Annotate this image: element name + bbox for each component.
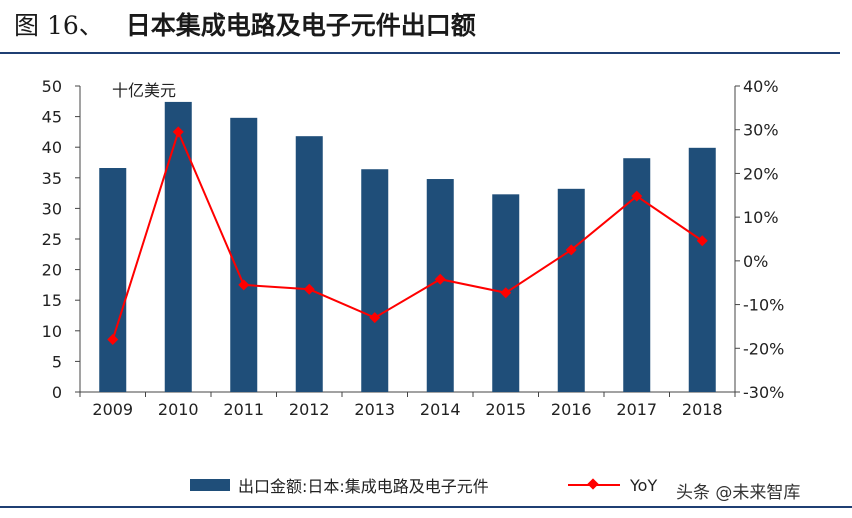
y-right-tick-label: 30% <box>743 121 779 140</box>
y-left-tick-label: 50 <box>42 77 62 96</box>
bar-export-2010 <box>164 101 192 393</box>
bar-export-2018 <box>688 147 716 392</box>
legend-label-export: 出口金额:日本:集成电路及电子元件 <box>238 477 489 496</box>
x-tick-label: 2015 <box>485 400 526 419</box>
y-left-tick-label: 40 <box>42 138 62 157</box>
y-left-tick-label: 20 <box>42 261 62 280</box>
figure-number: 图 16、 <box>14 11 104 40</box>
y-left-tick-label: 5 <box>52 352 62 371</box>
x-tick-label: 2014 <box>420 400 461 419</box>
x-tick-label: 2009 <box>92 400 133 419</box>
y-right-tick-label: -30% <box>743 383 784 402</box>
unit-label: 十亿美元 <box>112 81 176 100</box>
y-left-tick-label: 0 <box>52 383 62 402</box>
watermark: 头条 @未来智库 <box>676 483 801 503</box>
yoy-marker-2009 <box>107 334 119 346</box>
yoy-line <box>111 129 703 340</box>
y-left-tick-label: 35 <box>42 169 62 188</box>
yoy-marker-2013 <box>369 312 381 324</box>
chart-area: 0 5 10 15 20 25 30 35 40 45 50 -30% -20% -10% 0% 10% 20%… <box>42 77 785 419</box>
yoy-marker-2014 <box>434 273 446 285</box>
y-left-tick-label: 10 <box>42 322 62 341</box>
legend-item-export: 出口金额:日本:集成电路及电子元件 <box>190 472 489 498</box>
x-tick-label: 2013 <box>354 400 395 419</box>
bar-export-2009 <box>99 168 127 392</box>
y-left-tick-label: 15 <box>42 291 62 310</box>
bar-export-2016 <box>557 188 585 392</box>
y-right-tick-label: 40% <box>743 77 779 96</box>
y-right-tick-label: -10% <box>743 296 784 315</box>
yoy-marker-2012 <box>303 283 315 295</box>
legend-line-swatch <box>568 478 620 491</box>
y-right-tick-label: 20% <box>743 164 779 183</box>
yoy-marker-2017 <box>631 190 643 202</box>
bar-export-2012 <box>295 136 323 392</box>
legend-label-yoy: YoY <box>630 475 658 495</box>
yoy-marker-2010 <box>172 126 184 138</box>
bottom-rule <box>0 506 852 508</box>
x-tick-label: 2018 <box>682 400 723 419</box>
x-tick-label: 2017 <box>616 400 657 419</box>
y-right-tick-label: 0% <box>743 252 768 271</box>
y-left-tick-label: 30 <box>42 199 62 218</box>
yoy-marker-2011 <box>238 279 250 291</box>
yoy-marker-2015 <box>500 287 512 299</box>
figure-title-text: 日本集成电路及电子元件出口额 <box>125 11 476 40</box>
legend-bar-swatch <box>190 479 230 491</box>
y-left-tick-label: 45 <box>42 108 62 127</box>
x-tick-label: 2012 <box>289 400 330 419</box>
y-right-tick-label: -20% <box>743 339 784 358</box>
x-tick-label: 2016 <box>551 400 592 419</box>
top-rule <box>0 52 840 54</box>
legend-item-yoy: YoY <box>568 472 657 498</box>
bar-export-2011 <box>230 117 258 392</box>
yoy-marker-2016 <box>565 244 577 256</box>
x-tick-label: 2011 <box>223 400 264 419</box>
y-left-tick-label: 25 <box>42 230 62 249</box>
yoy-marker-2018 <box>696 235 708 247</box>
figure-title: 图 16、 日本集成电路及电子元件出口额 <box>14 6 476 46</box>
x-tick-label: 2010 <box>158 400 199 419</box>
y-right-tick-label: 10% <box>743 208 779 227</box>
bar-export-2013 <box>361 169 389 392</box>
